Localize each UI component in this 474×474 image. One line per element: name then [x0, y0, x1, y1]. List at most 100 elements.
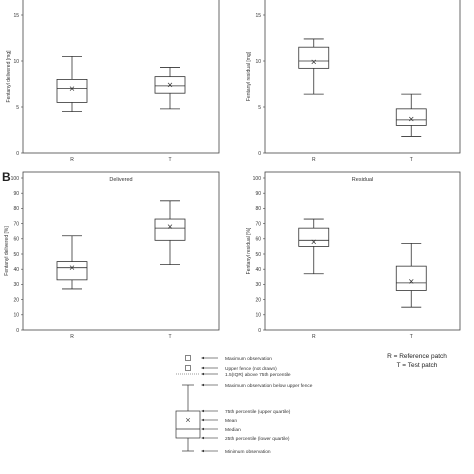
x-tick-label: T	[168, 334, 171, 340]
legend-note-reference: R = Reference patch	[387, 353, 447, 360]
chart-panel-4: Residual 0 10 20 30 40 50 60 70 80 90 100 Fentanyl r…	[246, 171, 461, 340]
arrow-head-icon	[201, 418, 204, 422]
legend-iqr-box	[175, 410, 201, 439]
y-tick-label: 0	[16, 328, 19, 334]
x-tick-label: R	[312, 157, 316, 163]
legend-label: 25th percentile (lower quartile)	[225, 436, 290, 442]
arrow-head-icon	[201, 427, 204, 431]
x-tick-label: T	[410, 334, 413, 340]
mean-marker	[409, 279, 414, 284]
mean-marker	[69, 86, 75, 91]
iqr-box	[395, 108, 427, 126]
plot-frame	[22, 171, 220, 331]
y-tick-label: 20	[13, 297, 19, 303]
chart-title: Residual	[352, 177, 373, 183]
mean-marker	[311, 59, 316, 65]
y-tick-label: 0	[258, 151, 261, 157]
y-tick-label: 40	[255, 267, 261, 273]
arrow-head-icon	[201, 366, 204, 370]
y-tick-label: 100	[11, 176, 20, 182]
y-tick-label: 15	[255, 13, 261, 19]
x-tick-label: T	[168, 157, 171, 163]
y-axis-label: Fentanyl residual [%]	[246, 227, 252, 274]
y-tick-label: 60	[255, 237, 261, 243]
y-tick-label: 10	[255, 313, 261, 319]
y-tick-label: 100	[253, 176, 262, 182]
y-tick-label: 0	[16, 151, 19, 157]
legend-label: 1.5(IQR) above 75th percentile	[225, 372, 291, 378]
y-tick-label: 30	[13, 282, 19, 288]
outlier-square-icon	[185, 355, 191, 361]
y-tick-label: 60	[13, 237, 19, 243]
outlier-square-icon	[185, 365, 191, 371]
arrow-head-icon	[201, 436, 204, 440]
box-T	[395, 93, 427, 137]
y-axis-label: Fentanyl residual [mg]	[246, 51, 252, 101]
y-tick-label: 70	[255, 221, 261, 227]
y-tick-label: 40	[13, 267, 19, 273]
legend-label: Mean	[225, 418, 237, 424]
box-R	[298, 218, 330, 275]
box-T	[154, 200, 186, 266]
chart-panel-3: Delivered 0 10 20 30 40 50 60 70 80 90 100 Fentanyl …	[4, 171, 220, 340]
box-R	[56, 235, 88, 290]
iqr-box	[154, 218, 186, 241]
box-R	[56, 56, 88, 112]
chart-panel-1: 0 5 10 15 Fentanyl delivered [mg] R T	[6, 0, 220, 163]
y-tick-label: 50	[13, 252, 19, 258]
iqr-box	[56, 261, 88, 281]
y-tick-label: 50	[255, 252, 261, 258]
x-tick-label: T	[410, 157, 413, 163]
mean-marker	[311, 239, 316, 245]
arrow-head-icon	[201, 449, 204, 453]
y-tick-label: 15	[13, 13, 19, 19]
plot-frame	[22, 0, 220, 154]
legend-label: Median	[225, 427, 241, 433]
y-tick-label: 5	[16, 105, 19, 111]
legend-label: Upper fence (not drawn)	[225, 366, 277, 372]
y-tick-label: 70	[13, 221, 19, 227]
plot-frame	[264, 0, 461, 154]
y-tick-label: 30	[255, 282, 261, 288]
x-tick-label: R	[70, 334, 74, 340]
legend-label: Minimum observation	[225, 449, 271, 455]
y-tick-label: 80	[255, 206, 261, 212]
y-axis-label: Fentanyl delivered [mg]	[6, 50, 12, 103]
box-T	[154, 67, 186, 110]
iqr-box	[56, 79, 88, 103]
legend-label: Maximum observation	[225, 356, 272, 362]
y-tick-label: 80	[13, 206, 19, 212]
boxplot-legend: Maximum observation Upper fence (not draw…	[175, 355, 313, 455]
y-tick-label: 5	[258, 105, 261, 111]
panel-b-letter: B	[2, 170, 11, 184]
chart-panel-2: 0 5 10 15 Fentanyl residual [mg] R T	[246, 0, 461, 163]
iqr-box	[298, 227, 330, 247]
y-tick-label: 0	[258, 328, 261, 334]
box-T	[395, 242, 427, 308]
iqr-box	[395, 265, 427, 291]
iqr-box	[298, 46, 330, 69]
arrow-head-icon	[201, 383, 204, 387]
y-axis-label: Fentanyl delivered [%]	[4, 226, 10, 276]
mean-marker	[409, 116, 414, 122]
mean-marker	[167, 224, 173, 229]
arrow-head-icon	[201, 356, 204, 360]
legend-note-test: T = Test patch	[396, 362, 438, 369]
y-tick-label: 10	[255, 59, 261, 65]
y-tick-label: 10	[13, 313, 19, 319]
legend-label: 75th percentile (upper quartile)	[225, 409, 291, 415]
y-tick-label: 10	[13, 59, 19, 65]
y-tick-label: 90	[13, 191, 19, 197]
y-tick-label: 90	[255, 191, 261, 197]
chart-title: Delivered	[109, 177, 132, 183]
box-R	[298, 38, 330, 95]
arrow-head-icon	[201, 409, 204, 413]
plot-frame	[264, 171, 461, 331]
x-tick-label: R	[70, 157, 74, 163]
legend-label: Maximum observation below upper fence	[225, 383, 313, 389]
legend-mean-marker	[185, 417, 191, 423]
x-tick-label: R	[312, 334, 316, 340]
mean-marker	[69, 265, 75, 270]
y-tick-label: 20	[255, 297, 261, 303]
